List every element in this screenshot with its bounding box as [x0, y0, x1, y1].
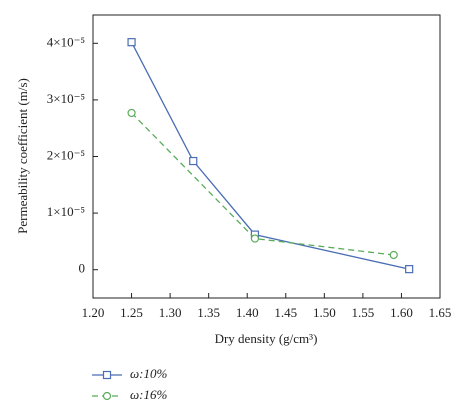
y-tick-label: 1×10⁻⁵	[47, 204, 85, 219]
x-tick-label: 1.65	[429, 305, 452, 320]
legend-marker	[102, 370, 112, 380]
point	[189, 156, 198, 166]
legend-label: ω:16%	[130, 387, 168, 402]
y-axis-label: Permeability coefficient (m/s)	[15, 78, 30, 234]
x-axis-label: Dry density (g/cm³)	[215, 331, 318, 346]
series-line	[131, 112, 394, 256]
legend-marker	[102, 391, 112, 401]
y-tick-label: 4×10⁻⁵	[47, 34, 85, 49]
point	[250, 234, 260, 243]
x-tick-label: 1.25	[120, 305, 143, 320]
point	[405, 265, 414, 274]
x-tick-label: 1.35	[197, 305, 220, 320]
x-tick-label: 1.30	[159, 305, 182, 320]
x-tick-label: 1.45	[274, 305, 297, 320]
plot-frame	[92, 14, 441, 299]
y-tick-label: 3×10⁻⁵	[47, 91, 85, 106]
y-tick-label: 0	[79, 261, 86, 276]
x-tick-label: 1.55	[352, 305, 375, 320]
point	[389, 250, 398, 260]
y-tick-label: 2×10⁻⁵	[47, 147, 85, 162]
x-tick-label: 1.40	[236, 305, 259, 320]
series-line	[130, 41, 410, 270]
x-tick-label: 1.50	[313, 305, 336, 320]
point	[127, 38, 136, 47]
x-tick-label: 1.60	[390, 305, 413, 320]
legend-label: ω:10%	[130, 366, 168, 381]
x-tick-label: 1.20	[82, 305, 105, 320]
point	[127, 108, 136, 118]
